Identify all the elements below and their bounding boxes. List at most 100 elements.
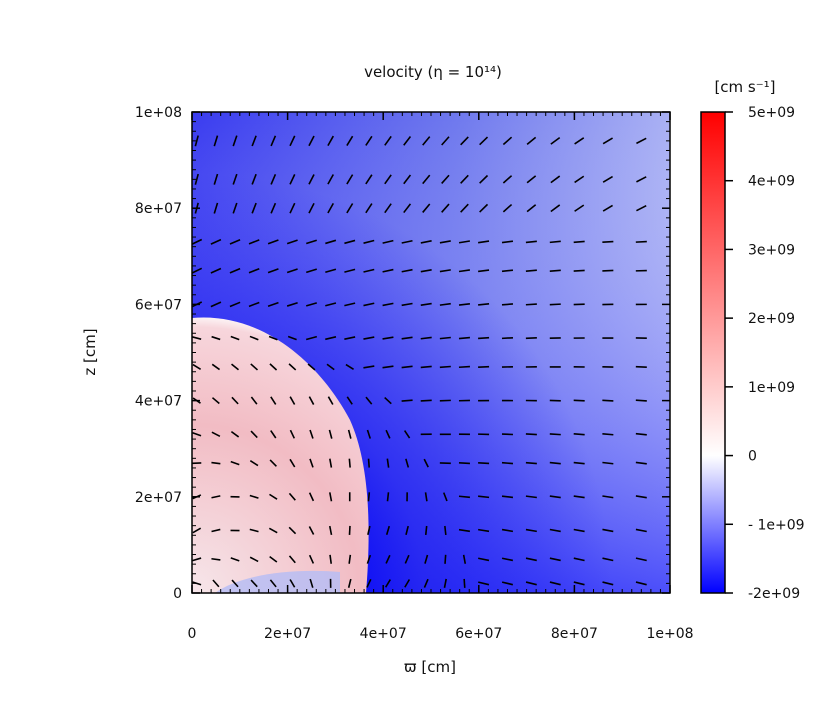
velocity-arrow [367, 492, 371, 502]
velocity-arrow [382, 336, 394, 340]
velocity-arrow [424, 492, 428, 502]
velocity-arrow [329, 458, 333, 468]
velocity-arrow [382, 239, 394, 244]
velocity-arrow [192, 267, 203, 274]
velocity-arrow [635, 528, 647, 533]
velocity-arrow [525, 581, 537, 586]
velocity-arrow [267, 268, 279, 274]
velocity-arrow [329, 554, 333, 564]
velocity-arrow [386, 458, 390, 468]
velocity-arrow [308, 202, 315, 214]
velocity-arrow [439, 336, 451, 340]
velocity-arrow [401, 365, 413, 369]
velocity-arrow [250, 430, 258, 439]
velocity-arrow [288, 526, 297, 535]
velocity-arrow [635, 461, 647, 465]
velocity-arrow [289, 174, 296, 185]
velocity-arrow [347, 429, 352, 439]
velocity-arrow [365, 174, 373, 185]
velocity-arrow [328, 525, 333, 536]
velocity-arrow [249, 556, 259, 563]
velocity-arrow [325, 268, 337, 273]
velocity-arrow [306, 239, 317, 245]
colorbar-ticks: 5e+09 4e+09 3e+09 2e+09 1e+09 0 - 1e+09 -2e+09 [725, 105, 805, 602]
velocity-arrow [231, 363, 240, 371]
velocity-arrow [478, 461, 490, 465]
velocity-arrow [635, 557, 647, 562]
velocity-arrow [270, 202, 277, 214]
colorbar-tick-label: 0 [748, 449, 757, 465]
velocity-arrow [210, 238, 222, 245]
velocity-arrow [636, 204, 647, 212]
velocity-arrow [458, 302, 471, 306]
velocity-arrow [366, 429, 371, 439]
velocity-arrow [213, 135, 219, 147]
velocity-arrow [268, 527, 278, 534]
velocity-arrow [458, 336, 471, 340]
velocity-arrow [439, 269, 451, 273]
velocity-arrow [549, 433, 561, 436]
colorbar-tick-label: -2e+09 [748, 586, 800, 602]
velocity-arrow [525, 269, 537, 273]
velocity-arrow [229, 267, 241, 274]
velocity-arrow [460, 203, 469, 213]
velocity-arrow [192, 581, 202, 586]
colorbar-tick-label: 1e+09 [748, 380, 795, 396]
velocity-arrow [549, 269, 561, 272]
velocity-arrow [308, 396, 315, 405]
velocity-arrow [401, 399, 413, 402]
velocity-arrow [441, 136, 450, 146]
velocity-arrow [286, 268, 298, 274]
velocity-arrow [525, 240, 537, 244]
velocity-arrow [270, 430, 277, 439]
velocity-arrow [525, 495, 537, 499]
velocity-arrow [479, 203, 489, 213]
velocity-arrow [192, 432, 202, 437]
velocity-arrow [232, 202, 238, 214]
velocity-arrow [403, 430, 411, 439]
velocity-arrow [549, 240, 561, 244]
velocity-arrow [267, 239, 279, 245]
velocity-arrow [635, 240, 647, 243]
colorbar-label: [cm s⁻¹] [714, 78, 775, 96]
velocity-arrow [420, 268, 432, 273]
velocity-arrow [192, 557, 202, 562]
velocity-arrow [479, 136, 489, 146]
velocity-arrow [211, 335, 221, 341]
velocity-arrow [573, 557, 585, 562]
velocity-arrow [210, 267, 222, 274]
velocity-arrow [384, 396, 392, 405]
velocity-arrow [192, 238, 203, 245]
velocity-arrow [602, 137, 613, 145]
velocity-arrow [420, 336, 432, 340]
velocity-arrow [526, 204, 537, 213]
velocity-arrow [363, 365, 375, 369]
velocity-arrow [501, 240, 514, 244]
velocity-arrow [573, 269, 585, 272]
x-tick-label: 1e+08 [646, 626, 693, 642]
velocity-arrow [443, 578, 447, 588]
velocity-arrow [403, 174, 412, 185]
velocity-arrow [308, 554, 315, 564]
velocity-arrow [329, 492, 333, 502]
velocity-arrow [573, 433, 585, 436]
velocity-arrow [249, 460, 259, 467]
velocity-arrow [635, 581, 647, 586]
x-tick-label: 0 [188, 626, 197, 642]
velocity-arrow [478, 495, 490, 499]
velocity-arrow [348, 458, 351, 468]
velocity-arrow [325, 336, 337, 341]
velocity-arrow [442, 492, 448, 502]
y-tick-label: 1e+08 [135, 105, 182, 121]
velocity-arrow [287, 335, 297, 341]
velocity-arrow [573, 240, 585, 244]
velocity-arrow [549, 461, 561, 465]
velocity-arrow [231, 396, 239, 405]
velocity-arrow [211, 397, 220, 405]
velocity-arrow [248, 301, 260, 308]
velocity-arrow [525, 461, 537, 465]
velocity-arrow [550, 204, 561, 213]
velocity-arrow [210, 301, 222, 308]
colorbar-tick-label: 3e+09 [748, 242, 795, 258]
velocity-arrow [439, 302, 451, 306]
